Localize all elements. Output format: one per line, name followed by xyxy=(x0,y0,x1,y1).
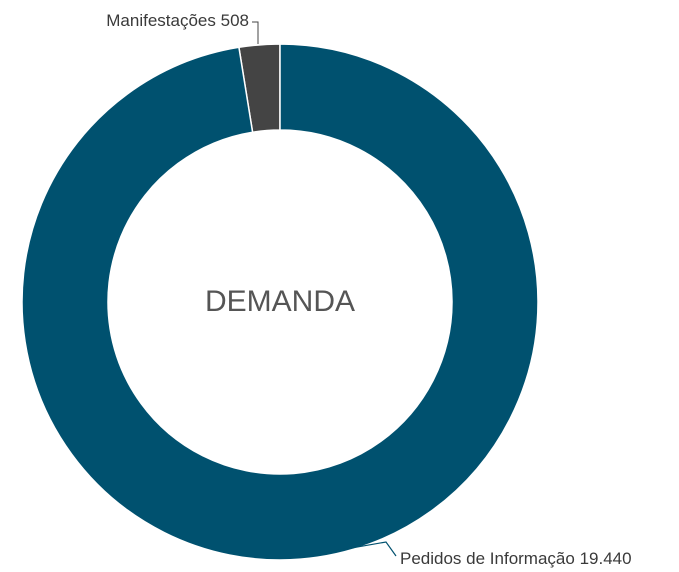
slice-value: 19.440 xyxy=(580,549,632,568)
leader-line xyxy=(299,541,397,558)
donut-slice xyxy=(21,43,539,561)
center-title: DEMANDA xyxy=(205,285,355,318)
slice-label: Pedidos de Informação 19.440 xyxy=(400,549,632,568)
slice-name: Manifestações xyxy=(106,11,216,30)
slice-value: 508 xyxy=(221,11,249,30)
leader-line xyxy=(252,21,259,44)
slice-name: Pedidos de Informação xyxy=(400,549,575,568)
slice-label: Manifestações 508 xyxy=(106,11,249,30)
